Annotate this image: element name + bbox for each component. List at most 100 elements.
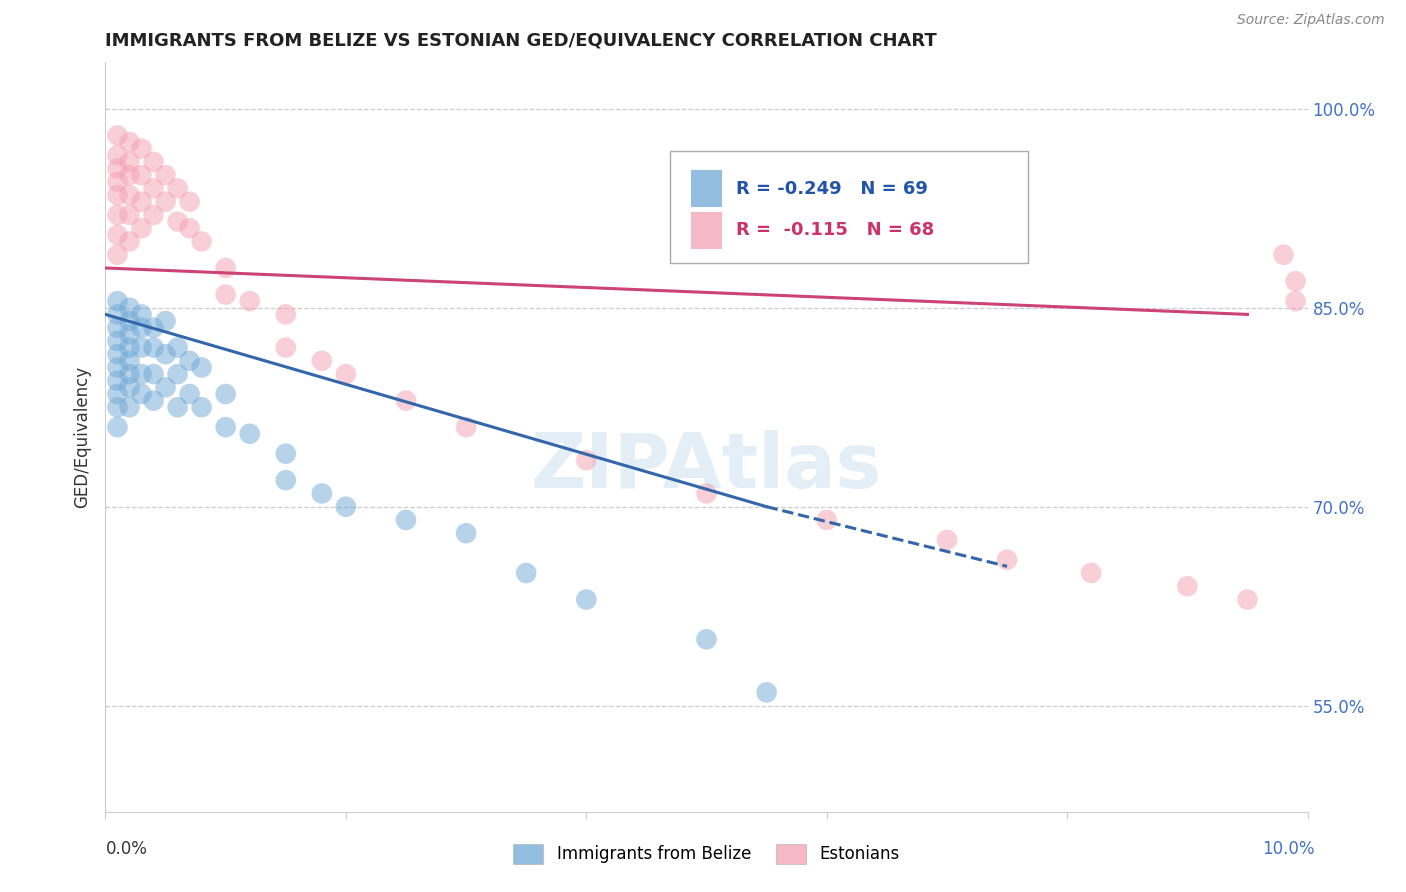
Legend: Immigrants from Belize, Estonians: Immigrants from Belize, Estonians — [506, 838, 907, 871]
Point — [155, 194, 177, 209]
Text: 10.0%: 10.0% — [1263, 840, 1315, 858]
Point — [107, 334, 129, 348]
Point — [166, 341, 188, 355]
Point — [179, 194, 201, 209]
Point — [118, 188, 141, 202]
Point — [274, 473, 297, 487]
Point — [131, 341, 153, 355]
Point — [142, 393, 165, 408]
Point — [118, 301, 141, 315]
Point — [118, 168, 141, 182]
Point — [815, 513, 838, 527]
Point — [118, 354, 141, 368]
Point — [107, 320, 129, 334]
Point — [131, 367, 153, 381]
Point — [107, 161, 129, 176]
Point — [155, 168, 177, 182]
Text: IMMIGRANTS FROM BELIZE VS ESTONIAN GED/EQUIVALENCY CORRELATION CHART: IMMIGRANTS FROM BELIZE VS ESTONIAN GED/E… — [105, 31, 938, 49]
Point — [696, 632, 718, 647]
Point — [142, 367, 165, 381]
Point — [456, 526, 478, 541]
Point — [274, 307, 297, 321]
Point — [118, 327, 141, 342]
Point — [515, 566, 537, 580]
Point — [131, 387, 153, 401]
Point — [107, 248, 129, 262]
Point — [107, 227, 129, 242]
Point — [131, 142, 153, 156]
Point — [166, 401, 188, 415]
Point — [214, 420, 236, 434]
Point — [118, 341, 141, 355]
Point — [1080, 566, 1102, 580]
Point — [131, 307, 153, 321]
Point — [335, 500, 357, 514]
Point — [395, 513, 418, 527]
Point — [311, 486, 333, 500]
Point — [107, 307, 129, 321]
Point — [142, 341, 165, 355]
Point — [142, 208, 165, 222]
Point — [118, 135, 141, 149]
Point — [107, 347, 129, 361]
Point — [575, 453, 598, 467]
Text: R = -0.249   N = 69: R = -0.249 N = 69 — [737, 179, 928, 197]
Point — [166, 367, 188, 381]
Point — [1177, 579, 1199, 593]
Point — [107, 175, 129, 189]
Point — [239, 294, 262, 309]
Point — [142, 320, 165, 334]
Point — [395, 393, 418, 408]
Point — [118, 208, 141, 222]
Point — [155, 347, 177, 361]
Point — [118, 155, 141, 169]
Point — [1284, 294, 1306, 309]
Point — [214, 387, 236, 401]
Point — [936, 533, 959, 547]
Point — [311, 354, 333, 368]
Point — [456, 420, 478, 434]
Text: Source: ZipAtlas.com: Source: ZipAtlas.com — [1237, 13, 1385, 28]
Point — [107, 420, 129, 434]
Point — [107, 374, 129, 388]
Point — [118, 235, 141, 249]
Point — [118, 367, 141, 381]
Point — [190, 401, 212, 415]
Point — [166, 181, 188, 195]
Point — [142, 181, 165, 195]
Point — [107, 128, 129, 143]
Point — [274, 341, 297, 355]
Point — [575, 592, 598, 607]
Point — [239, 426, 262, 441]
Point — [107, 294, 129, 309]
Point — [131, 194, 153, 209]
Point — [131, 320, 153, 334]
Point — [118, 380, 141, 394]
Point — [179, 221, 201, 235]
Point — [995, 553, 1018, 567]
Text: R =  -0.115   N = 68: R = -0.115 N = 68 — [737, 221, 935, 239]
Point — [755, 685, 778, 699]
Point — [155, 380, 177, 394]
Point — [142, 155, 165, 169]
Point — [107, 148, 129, 162]
Point — [131, 221, 153, 235]
Point — [118, 401, 141, 415]
Text: 0.0%: 0.0% — [105, 840, 148, 858]
Point — [1272, 248, 1295, 262]
Point — [131, 168, 153, 182]
Point — [1284, 274, 1306, 288]
Point — [107, 401, 129, 415]
Point — [107, 208, 129, 222]
Text: ZIPAtlas: ZIPAtlas — [531, 430, 882, 504]
Point — [190, 360, 212, 375]
Point — [107, 387, 129, 401]
Point — [214, 287, 236, 301]
Point — [118, 314, 141, 328]
Point — [274, 447, 297, 461]
Point — [107, 188, 129, 202]
Y-axis label: GED/Equivalency: GED/Equivalency — [73, 366, 91, 508]
Point — [214, 260, 236, 275]
Point — [696, 486, 718, 500]
Point — [179, 354, 201, 368]
